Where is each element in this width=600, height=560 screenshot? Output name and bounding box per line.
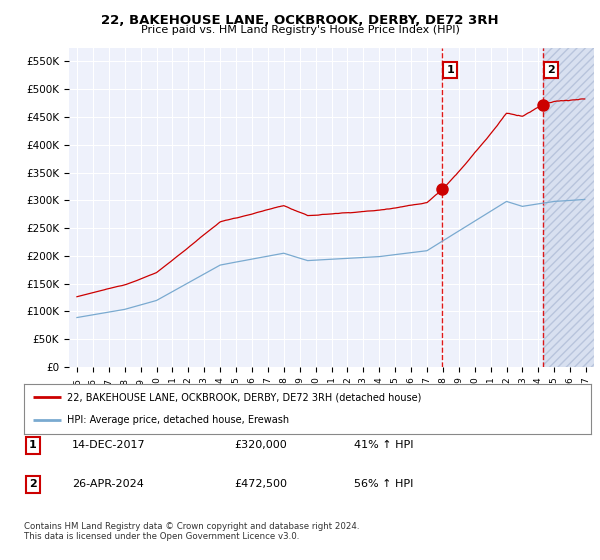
Text: 14-DEC-2017: 14-DEC-2017 <box>72 440 146 450</box>
Text: Price paid vs. HM Land Registry's House Price Index (HPI): Price paid vs. HM Land Registry's House … <box>140 25 460 35</box>
Text: 2: 2 <box>29 479 37 489</box>
Text: 41% ↑ HPI: 41% ↑ HPI <box>354 440 413 450</box>
Text: £472,500: £472,500 <box>234 479 287 489</box>
Text: Contains HM Land Registry data © Crown copyright and database right 2024.
This d: Contains HM Land Registry data © Crown c… <box>24 522 359 542</box>
Text: 1: 1 <box>446 65 454 75</box>
Bar <box>544 48 594 367</box>
Text: 56% ↑ HPI: 56% ↑ HPI <box>354 479 413 489</box>
Text: 26-APR-2024: 26-APR-2024 <box>72 479 144 489</box>
Text: 2: 2 <box>547 65 555 75</box>
Text: £320,000: £320,000 <box>234 440 287 450</box>
Text: 1: 1 <box>29 440 37 450</box>
Text: 22, BAKEHOUSE LANE, OCKBROOK, DERBY, DE72 3RH: 22, BAKEHOUSE LANE, OCKBROOK, DERBY, DE7… <box>101 14 499 27</box>
Text: 22, BAKEHOUSE LANE, OCKBROOK, DERBY, DE72 3RH (detached house): 22, BAKEHOUSE LANE, OCKBROOK, DERBY, DE7… <box>67 392 421 402</box>
Text: HPI: Average price, detached house, Erewash: HPI: Average price, detached house, Erew… <box>67 416 289 426</box>
